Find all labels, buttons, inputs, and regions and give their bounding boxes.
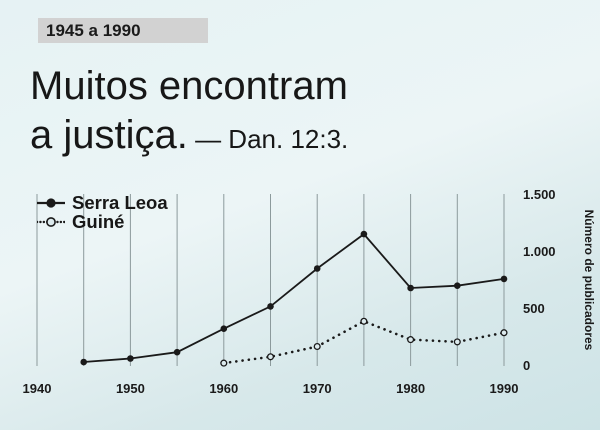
svg-text:1990: 1990 xyxy=(490,381,519,396)
svg-text:Número de publicadores: Número de publicadores xyxy=(582,210,596,351)
svg-text:0: 0 xyxy=(523,358,530,373)
svg-text:1960: 1960 xyxy=(209,381,238,396)
svg-text:1950: 1950 xyxy=(116,381,145,396)
svg-text:1970: 1970 xyxy=(303,381,332,396)
svg-text:500: 500 xyxy=(523,301,545,316)
svg-text:1.500: 1.500 xyxy=(523,187,556,202)
svg-text:1980: 1980 xyxy=(396,381,425,396)
svg-text:1940: 1940 xyxy=(23,381,52,396)
svg-text:1.000: 1.000 xyxy=(523,244,556,259)
